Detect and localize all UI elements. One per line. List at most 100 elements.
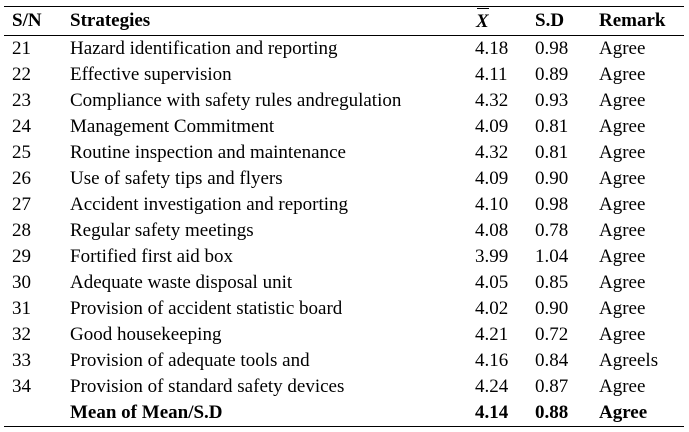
row-sd: 0.93 bbox=[535, 90, 569, 111]
row-remark: Agree bbox=[599, 168, 646, 189]
row-remark: Agree bbox=[599, 220, 646, 241]
row-sd: 1.04 bbox=[535, 246, 569, 267]
table-header: S/N Strategies X S.D Remark bbox=[4, 6, 684, 36]
row-sd: 0.89 bbox=[535, 64, 569, 85]
row-strategy: Good housekeeping bbox=[70, 324, 222, 345]
row-mean: 4.16 bbox=[475, 350, 509, 371]
row-sn: 34 bbox=[12, 376, 31, 397]
row-sn: 29 bbox=[12, 246, 31, 267]
strategies-table: S/N Strategies X S.D Remark 21 Hazard ide… bbox=[4, 6, 684, 427]
row-mean: 4.24 bbox=[475, 376, 509, 397]
row-strategy: Provision of accident statistic board bbox=[70, 298, 343, 319]
header-strategies: Strategies bbox=[70, 6, 475, 36]
row-mean: 4.09 bbox=[475, 116, 509, 137]
table-row: 33 Provision of adequate tools and 4.16 0.8… bbox=[4, 348, 684, 374]
row-remark: Agree bbox=[599, 324, 646, 345]
row-remark: Agree bbox=[599, 246, 646, 267]
row-mean: 4.09 bbox=[475, 168, 509, 189]
row-strategy: Fortified first aid box bbox=[70, 246, 234, 267]
row-sd: 0.84 bbox=[535, 350, 569, 371]
row-strategy: Compliance with safety rules andregulati… bbox=[70, 90, 402, 111]
row-strategy: Provision of adequate tools and bbox=[70, 350, 310, 371]
row-sd: 0.87 bbox=[535, 376, 569, 397]
row-strategy: Adequate waste disposal unit bbox=[70, 272, 293, 293]
summary-row: Mean of Mean/S.D 4.14 0.88 Agree bbox=[4, 400, 684, 427]
x-bar-symbol: X bbox=[476, 7, 489, 35]
row-remark: Agree bbox=[599, 142, 646, 163]
row-strategy: Use of safety tips and flyers bbox=[70, 168, 283, 189]
row-strategy: Routine inspection and maintenance bbox=[70, 142, 346, 163]
row-mean: 4.02 bbox=[475, 298, 509, 319]
row-strategy: Effective supervision bbox=[70, 64, 232, 85]
row-strategy: Management Commitment bbox=[70, 116, 275, 137]
row-sn: 22 bbox=[12, 64, 31, 85]
table-row: 32 Good housekeeping 4.21 0.72 Agree bbox=[4, 322, 684, 348]
row-sn: 26 bbox=[12, 168, 31, 189]
row-strategy: Regular safety meetings bbox=[70, 220, 254, 241]
row-mean: 4.05 bbox=[475, 272, 509, 293]
row-mean: 4.21 bbox=[475, 324, 509, 345]
table-row: 30 Adequate waste disposal unit 4.05 0.85 Ag… bbox=[4, 270, 684, 296]
row-mean: 4.11 bbox=[475, 64, 508, 85]
summary-sn bbox=[4, 400, 70, 427]
strategies-table-container: S/N Strategies X S.D Remark 21 Hazard ide… bbox=[4, 6, 684, 427]
summary-label: Mean of Mean/S.D bbox=[70, 400, 475, 427]
summary-mean: 4.14 bbox=[475, 400, 535, 427]
row-sd: 0.72 bbox=[535, 324, 569, 345]
table-row: 34 Provision of standard safety devices 4.… bbox=[4, 374, 684, 400]
row-mean: 4.32 bbox=[475, 90, 509, 111]
header-row: S/N Strategies X S.D Remark bbox=[4, 6, 684, 36]
row-sd: 0.85 bbox=[535, 272, 569, 293]
row-sn: 23 bbox=[12, 90, 31, 111]
table-row: 29 Fortified first aid box 3.99 1.04 Agree bbox=[4, 244, 684, 270]
row-remark: Agree bbox=[599, 298, 646, 319]
row-sd: 0.98 bbox=[535, 38, 569, 59]
row-sd: 0.90 bbox=[535, 298, 569, 319]
row-remark: Agree bbox=[599, 272, 646, 293]
row-remark: Agree bbox=[599, 38, 646, 59]
row-sn: 24 bbox=[12, 116, 31, 137]
header-mean: X bbox=[475, 6, 535, 36]
table-row: 24 Management Commitment 4.09 0.81 Agree bbox=[4, 114, 684, 140]
table-row: 21 Hazard identification and reporting 4.1… bbox=[4, 36, 684, 63]
row-remark: Agree bbox=[599, 64, 646, 85]
summary-sd: 0.88 bbox=[535, 400, 599, 427]
row-strategy: Hazard identification and reporting bbox=[70, 38, 338, 59]
row-sd: 0.81 bbox=[535, 116, 569, 137]
row-sd: 0.98 bbox=[535, 194, 569, 215]
row-mean: 4.10 bbox=[475, 194, 509, 215]
header-sn: S/N bbox=[4, 6, 70, 36]
row-sd: 0.81 bbox=[535, 142, 569, 163]
header-remark: Remark bbox=[599, 6, 684, 36]
row-mean: 4.08 bbox=[475, 220, 509, 241]
table-row: 28 Regular safety meetings 4.08 0.78 Agree bbox=[4, 218, 684, 244]
row-sn: 32 bbox=[12, 324, 31, 345]
header-sd: S.D bbox=[535, 6, 599, 36]
table-row: 31 Provision of accident statistic board 4… bbox=[4, 296, 684, 322]
row-sn: 31 bbox=[12, 298, 31, 319]
row-sd: 0.90 bbox=[535, 168, 569, 189]
table-row: 25 Routine inspection and maintenance 4.32… bbox=[4, 140, 684, 166]
row-sn: 25 bbox=[12, 142, 31, 163]
row-sn: 21 bbox=[12, 38, 31, 59]
table-row: 22 Effective supervision 4.11 0.89 Agree bbox=[4, 62, 684, 88]
row-remark: Agree bbox=[599, 116, 646, 137]
row-mean: 4.32 bbox=[475, 142, 509, 163]
table-row: 23 Compliance with safety rules andregula… bbox=[4, 88, 684, 114]
table-body: 21 Hazard identification and reporting 4.1… bbox=[4, 36, 684, 427]
summary-remark: Agree bbox=[599, 400, 684, 427]
row-strategy: Provision of standard safety devices bbox=[70, 376, 345, 397]
row-mean: 3.99 bbox=[475, 246, 509, 267]
row-sn: 27 bbox=[12, 194, 31, 215]
row-remark: Agree bbox=[599, 376, 646, 397]
row-sn: 30 bbox=[12, 272, 31, 293]
row-sn: 33 bbox=[12, 350, 31, 371]
row-mean: 4.18 bbox=[475, 38, 509, 59]
row-sn: 28 bbox=[12, 220, 31, 241]
table-row: 27 Accident investigation and reporting 4.… bbox=[4, 192, 684, 218]
row-remark: Agree bbox=[599, 194, 646, 215]
row-remark: Agreels bbox=[599, 350, 659, 371]
row-sd: 0.78 bbox=[535, 220, 569, 241]
row-remark: Agree bbox=[599, 90, 646, 111]
table-row: 26 Use of safety tips and flyers 4.09 0.90 A… bbox=[4, 166, 684, 192]
